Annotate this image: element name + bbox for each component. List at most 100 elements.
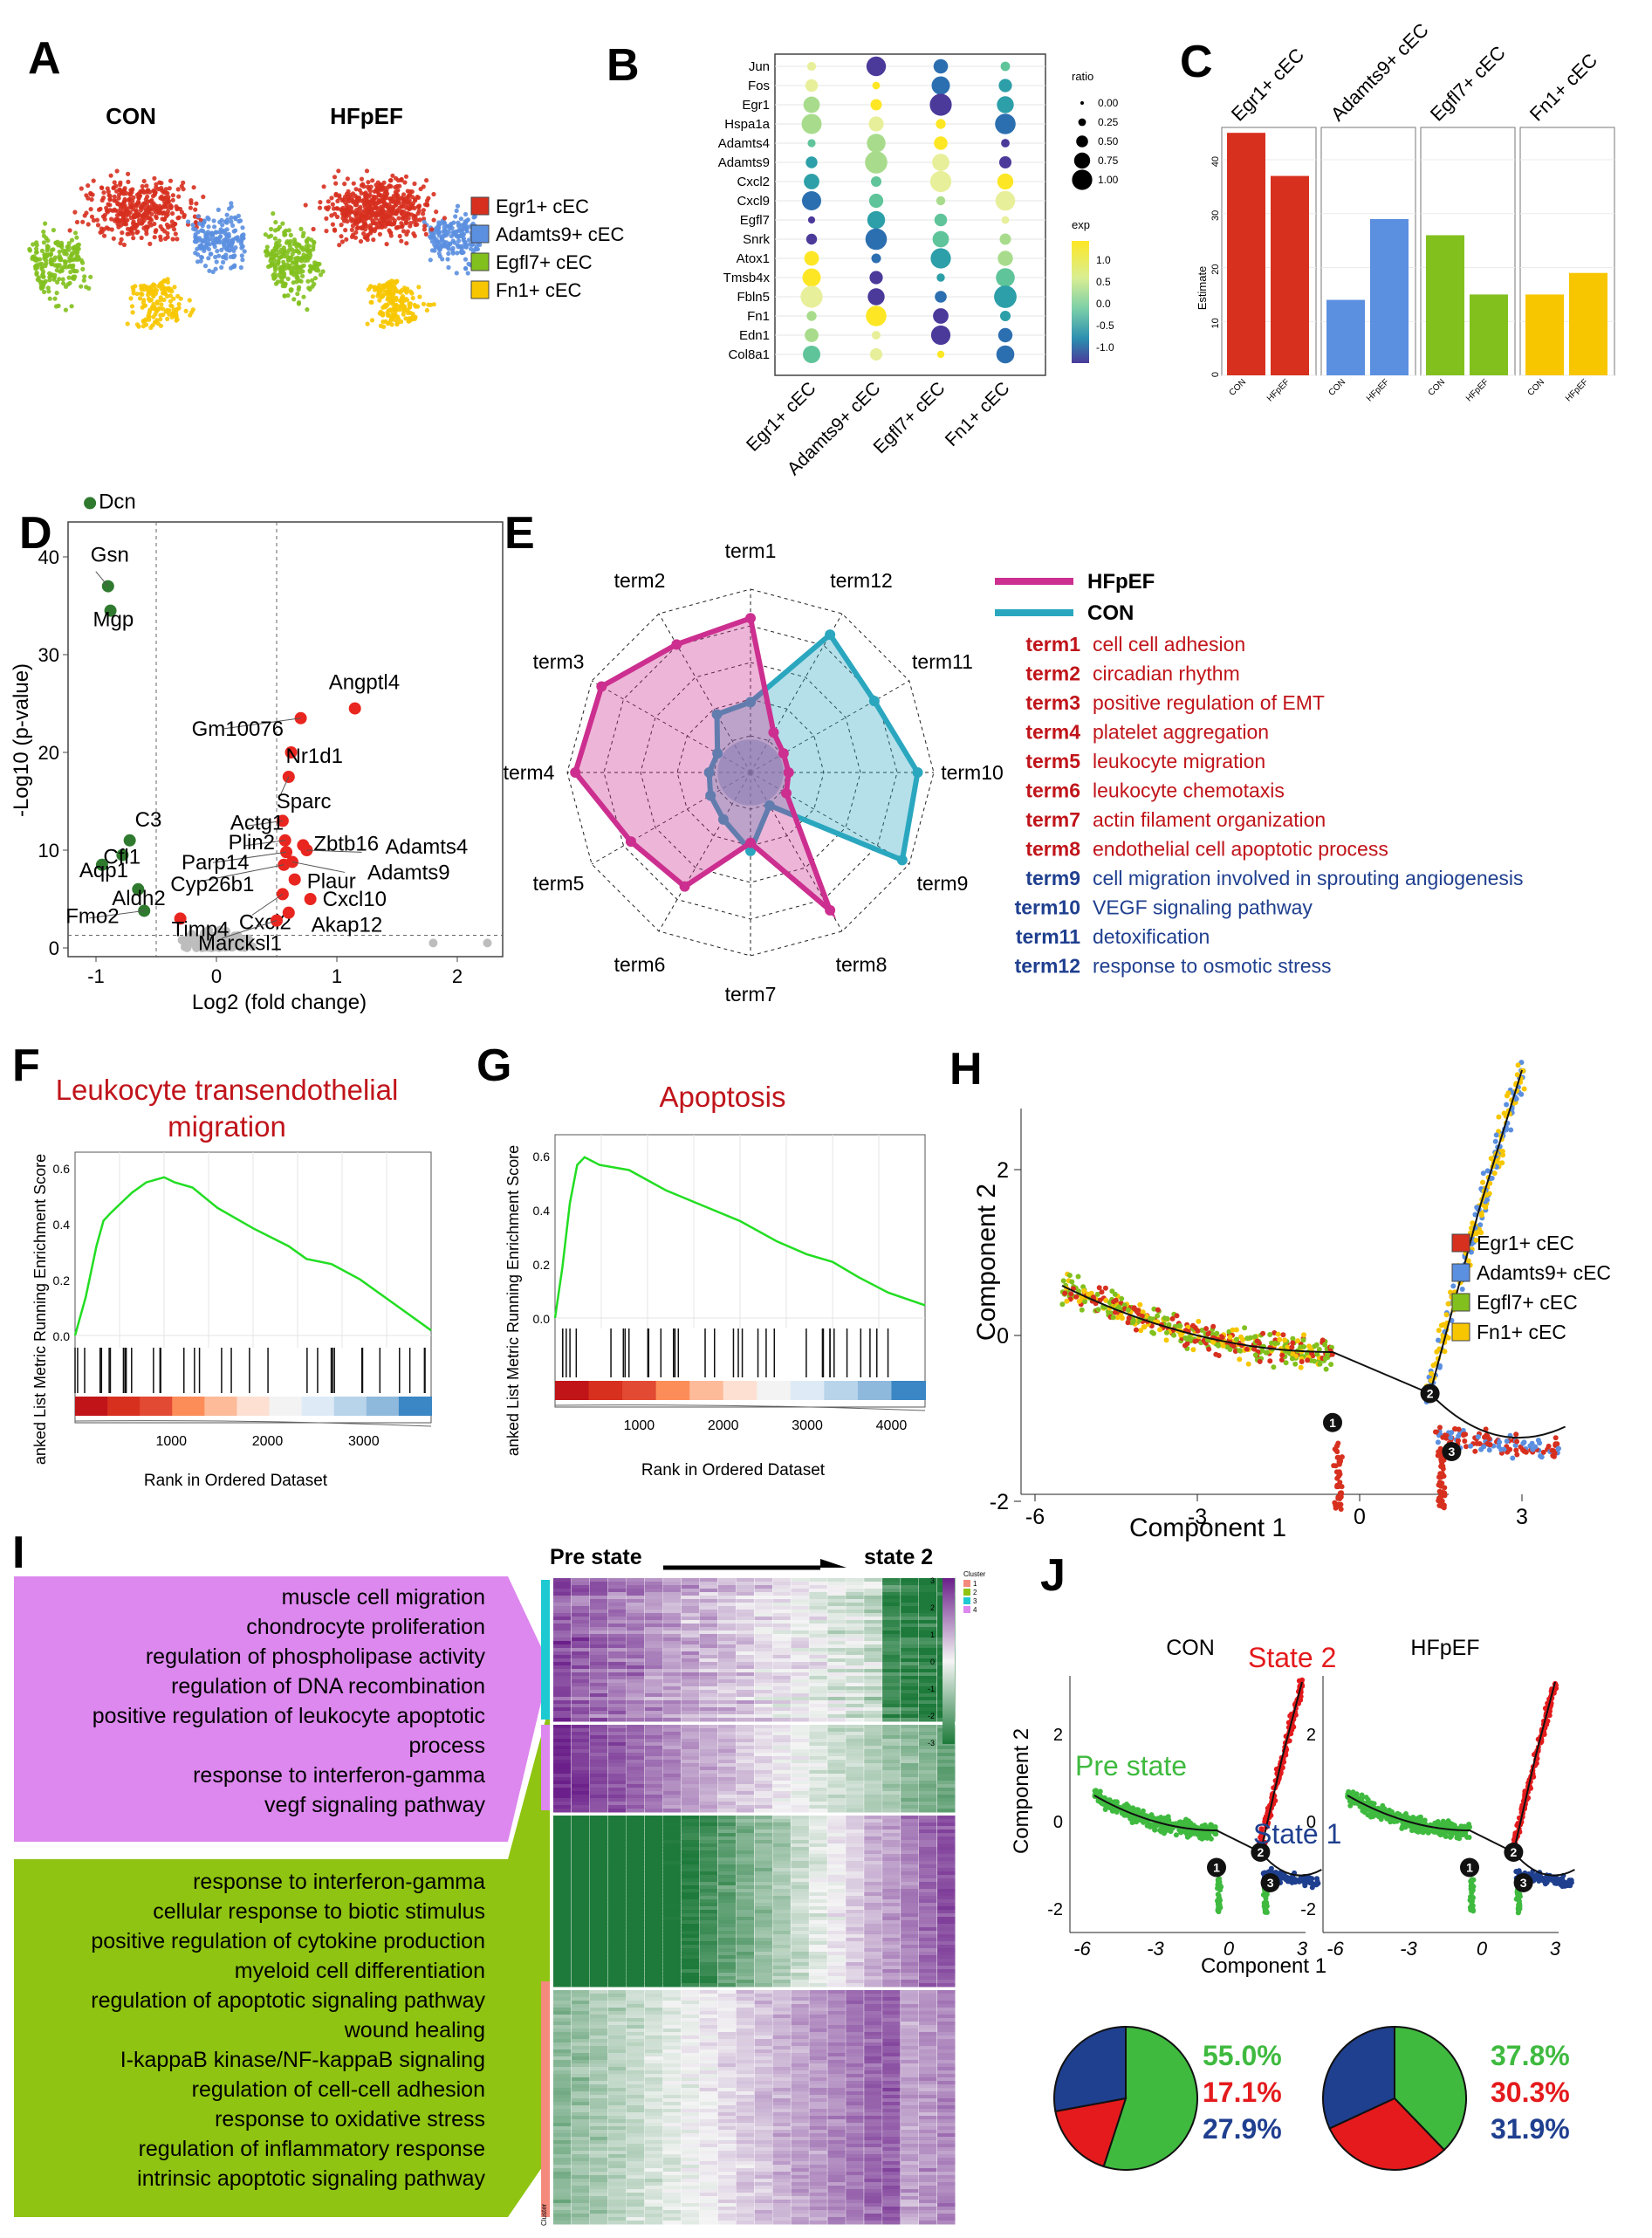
- bar-x-tick: HFpEF: [1365, 377, 1391, 403]
- umap-cell: [352, 210, 357, 216]
- umap-cell: [435, 229, 441, 234]
- volcano-point-down: [84, 497, 97, 510]
- umap-cell: [190, 223, 195, 228]
- panel-f: Leukocyte transendothelial migration 100…: [31, 1074, 432, 1490]
- umap-cell: [42, 253, 47, 259]
- umap-cell: [164, 222, 170, 228]
- umap-cell: [175, 237, 180, 242]
- dotplot-dot: [1001, 139, 1010, 148]
- heatmap-cell: [901, 1753, 919, 1757]
- heatmap-cell: [772, 1690, 791, 1694]
- heatmap-cell: [607, 1728, 627, 1733]
- heatmap-cell: [919, 1617, 937, 1621]
- umap-cell: [160, 210, 165, 216]
- heatmap-cell: [846, 1672, 864, 1677]
- heatmap-cell: [717, 1665, 737, 1670]
- heatmap-cell: [754, 1788, 772, 1792]
- heatmap-cell: [717, 1627, 737, 1631]
- heatmap-cell: [553, 1795, 572, 1799]
- umap-cell: [359, 218, 364, 223]
- heatmap-cell: [736, 1606, 754, 1610]
- heatmap-cell: [662, 1669, 682, 1673]
- heatmap-cell: [901, 1610, 919, 1614]
- heatmap-cell: [681, 1753, 700, 1757]
- heatmap-cell: [717, 1725, 737, 1729]
- umap-cell: [300, 233, 305, 239]
- ratio-legend-dot: [1072, 169, 1093, 190]
- heatmap-cell: [717, 1592, 737, 1596]
- go-term-green: response to oxidative stress: [215, 2107, 485, 2132]
- heatmap-cell: [572, 1711, 590, 1715]
- gsea-y-tick: 0.2: [53, 1273, 71, 1287]
- heatmap-cell: [882, 1704, 901, 1708]
- heatmap-cell: [754, 1669, 772, 1673]
- umap-cell: [408, 301, 413, 306]
- umap-cell: [141, 300, 146, 305]
- heatmap-cell: [644, 1585, 663, 1589]
- heatmap-cell: [572, 1718, 590, 1722]
- heatmap-cell: [626, 1582, 645, 1586]
- umap-cell: [242, 249, 247, 254]
- heatmap-cell: [681, 1582, 700, 1586]
- heatmap-cell: [717, 1714, 737, 1719]
- heatmap-cell: [626, 1753, 645, 1757]
- umap-cell: [224, 227, 230, 232]
- umap-cell: [62, 259, 68, 264]
- heatmap-cell: [882, 1634, 901, 1638]
- umap-cell: [126, 171, 131, 176]
- heatmap-cell: [589, 1770, 608, 1775]
- heatmap-cell: [827, 1700, 846, 1705]
- heatmap-cell: [919, 1669, 937, 1673]
- traj-h-x-tick: 3: [1516, 1505, 1528, 1529]
- heatmap-cell: [827, 1596, 846, 1600]
- heatmap-cell: [736, 1788, 754, 1792]
- umap-cell: [388, 198, 394, 204]
- heatmap-cell: [736, 1770, 754, 1775]
- umap-cell: [391, 279, 396, 285]
- dotplot-dot: [871, 176, 881, 187]
- heatmap-cell: [791, 1669, 809, 1673]
- term-id: term4: [1025, 721, 1080, 744]
- heatmap-cell: [919, 1791, 937, 1795]
- go-term-pink: regulation of phospholipase activity: [146, 1644, 486, 1669]
- traj-cell: [1443, 1312, 1450, 1318]
- heatmap-cell: [901, 1711, 919, 1715]
- heatmap-cell: [553, 1589, 572, 1593]
- heatmap-cell: [827, 1711, 846, 1715]
- umap-cell: [332, 175, 338, 180]
- heatmap-cell: [607, 1620, 627, 1624]
- heatmap-cell: [644, 1637, 663, 1642]
- umap-cell: [329, 196, 334, 201]
- traj-cell: [1549, 1447, 1555, 1453]
- traj-cell: [1435, 1439, 1441, 1445]
- umap-cell: [120, 214, 126, 219]
- legend-swatch-adamts9: [1451, 1263, 1470, 1282]
- heatmap-cell: [553, 1781, 572, 1785]
- umap-cell: [27, 248, 32, 253]
- heatmap-cell: [553, 1767, 572, 1771]
- umap-cell: [229, 219, 234, 224]
- umap-cell: [126, 197, 131, 203]
- heatmap-cell: [644, 1582, 663, 1586]
- umap-cell: [442, 233, 448, 238]
- traj-cell: [1459, 1287, 1465, 1292]
- umap-cell: [154, 307, 160, 312]
- heatmap-cell: [809, 1791, 827, 1795]
- term-id: term11: [1016, 925, 1080, 948]
- heatmap-cell: [626, 1662, 645, 1666]
- heatmap-cell: [681, 1651, 700, 1656]
- traj-cell: [1182, 1342, 1188, 1349]
- heatmap-cell: [864, 1683, 882, 1687]
- heatmap-cell: [662, 1735, 682, 1740]
- heatmap-cell: [662, 1784, 682, 1788]
- umap-cell: [365, 237, 370, 243]
- traj-cell: [1111, 1299, 1117, 1305]
- heatmap-cell: [736, 1620, 754, 1624]
- heatmap-cell: [699, 1641, 718, 1645]
- heatmap-cell: [662, 1788, 682, 1792]
- umap-cell: [312, 240, 317, 245]
- heatmap-cell: [809, 1707, 827, 1712]
- umap-cell: [356, 206, 361, 211]
- heatmap-cell: [937, 1770, 956, 1775]
- heatmap-cell: [681, 1704, 700, 1708]
